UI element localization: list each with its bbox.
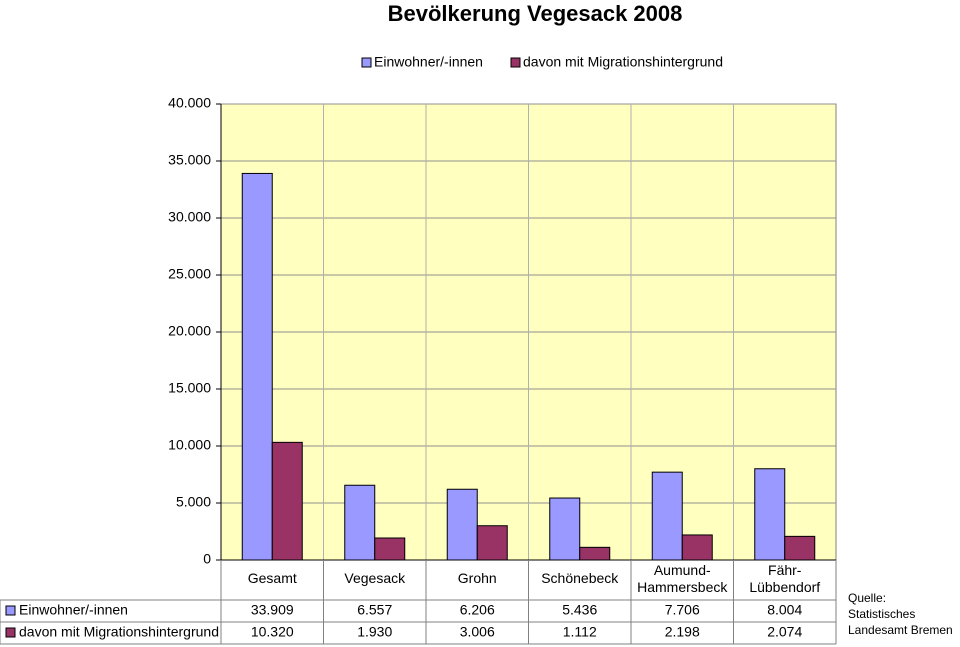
legend-key <box>361 57 372 68</box>
legend-label: davon mit Migrationshintergrund <box>523 54 723 70</box>
table-row-label: davon mit Migrationshintergrund <box>19 624 219 640</box>
bar <box>579 546 611 561</box>
legend-label: Einwohner/-innen <box>374 54 483 70</box>
source-note: Landesamt Bremen <box>848 623 953 637</box>
bar <box>271 441 303 561</box>
table-value: 7.706 <box>665 602 700 618</box>
table-value: 8.004 <box>767 602 802 618</box>
bar <box>241 172 273 561</box>
table-value: 1.112 <box>563 624 597 640</box>
y-tick-label: 15.000 <box>168 380 211 396</box>
table-value: 33.909 <box>251 602 294 618</box>
table-value: 2.074 <box>767 624 802 640</box>
table-value: 5.436 <box>562 602 597 618</box>
y-tick-label: 40.000 <box>168 95 211 111</box>
bar <box>754 468 786 561</box>
chart-title: Bevölkerung Vegesack 2008 <box>388 1 683 26</box>
y-tick-label: 20.000 <box>168 323 211 339</box>
table-legend-key <box>5 627 16 638</box>
y-tick-label: 35.000 <box>168 152 211 168</box>
table-row-label: Einwohner/-innen <box>19 602 128 618</box>
y-tick-label: 10.000 <box>168 437 211 453</box>
bar <box>549 497 581 561</box>
table-value: 2.198 <box>665 624 700 640</box>
y-tick-label: 5.000 <box>176 494 211 510</box>
source-note: Quelle: <box>848 591 886 605</box>
x-tick-label: Gesamt <box>248 570 297 586</box>
table-value: 6.557 <box>357 602 392 618</box>
bar <box>374 537 406 561</box>
bar <box>446 488 478 561</box>
source-note: Statistisches <box>848 607 915 621</box>
bar <box>344 484 376 561</box>
table-legend-key <box>5 605 16 616</box>
bar <box>476 525 508 561</box>
y-tick-label: 25.000 <box>168 266 211 282</box>
x-tick-label: Vegesack <box>344 570 406 586</box>
table-value: 6.206 <box>460 602 495 618</box>
bar <box>651 471 683 561</box>
bar <box>784 535 816 561</box>
x-tick-label: Fähr-Lübbendorf <box>749 562 820 595</box>
table-value: 3.006 <box>460 624 495 640</box>
legend-key <box>510 57 521 68</box>
y-tick-label: 0 <box>203 551 211 567</box>
x-tick-label: Grohn <box>458 570 497 586</box>
x-tick-label: Schönebeck <box>541 570 619 586</box>
table-value: 10.320 <box>251 624 294 640</box>
y-tick-label: 30.000 <box>168 209 211 225</box>
table-value: 1.930 <box>357 624 392 640</box>
bar <box>681 534 713 561</box>
x-tick-label: Aumund-Hammersbeck <box>637 562 728 595</box>
